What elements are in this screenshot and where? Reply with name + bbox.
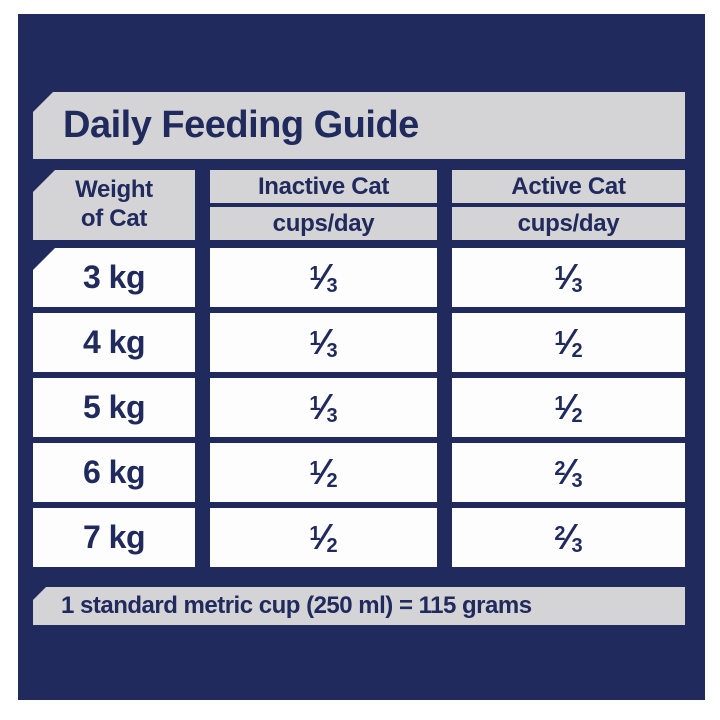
fraction-slash: ⁄: [320, 385, 327, 427]
fraction-numerator: 1: [554, 262, 566, 285]
fraction-denominator: 2: [571, 339, 583, 362]
fraction-slash: ⁄: [565, 320, 572, 362]
inactive-cups-value-5kg: 1⁄3: [210, 378, 437, 437]
fraction: 1⁄2: [554, 320, 583, 362]
fraction: 1⁄3: [309, 320, 338, 362]
title-bar: Daily Feeding Guide: [33, 92, 685, 159]
fraction: 2⁄3: [554, 450, 583, 492]
header-divider: [210, 203, 437, 207]
fraction-slash: ⁄: [320, 255, 327, 297]
fraction-slash: ⁄: [565, 255, 572, 297]
weight-cell-5kg: 5 kg: [33, 378, 195, 437]
feeding-guide-panel: Daily Feeding Guide Weight of Cat Inacti…: [18, 14, 705, 700]
fraction-denominator: 3: [571, 274, 583, 297]
fraction-numerator: 1: [554, 327, 566, 350]
fraction-denominator: 2: [326, 534, 338, 557]
fraction-denominator: 2: [326, 469, 338, 492]
weight-cell-7kg: 7 kg: [33, 508, 195, 567]
fraction: 1⁄2: [554, 385, 583, 427]
header-weight-of-cat: Weight of Cat: [33, 170, 195, 240]
fraction: 2⁄3: [554, 515, 583, 557]
weight-value: 5 kg: [82, 389, 146, 425]
fraction-denominator: 3: [326, 339, 338, 362]
header-inactive-cat: Inactive Cat cups/day: [210, 170, 437, 240]
fraction-slash: ⁄: [320, 515, 327, 557]
table-header-row: Weight of Cat Inactive Cat cups/day Acti…: [33, 170, 685, 240]
fraction-slash: ⁄: [320, 450, 327, 492]
fraction-denominator: 3: [571, 534, 583, 557]
fraction-slash: ⁄: [320, 320, 327, 362]
fraction-numerator: 1: [309, 522, 321, 545]
inactive-cups-value-6kg: 1⁄2: [210, 443, 437, 502]
fraction-numerator: 1: [309, 392, 321, 415]
fraction-slash: ⁄: [565, 515, 572, 557]
active-cups-value-3kg: 1⁄3: [452, 248, 685, 307]
fraction-denominator: 2: [571, 404, 583, 427]
weight-cell-3kg: 3 kg: [33, 248, 195, 307]
fraction: 1⁄2: [309, 450, 338, 492]
weight-header-label: Weight of Cat: [75, 176, 153, 232]
header-active-cat: Active Cat cups/day: [452, 170, 685, 240]
fraction-numerator: 1: [554, 392, 566, 415]
weight-value: 3 kg: [82, 259, 146, 295]
active-cat-label: Active Cat: [511, 172, 626, 200]
weight-cell-6kg: 6 kg: [33, 443, 195, 502]
header-divider: [452, 203, 685, 207]
footnote-bar: 1 standard metric cup (250 ml) = 115 gra…: [33, 587, 685, 625]
fraction-denominator: 3: [571, 469, 583, 492]
fraction-slash: ⁄: [565, 450, 572, 492]
fraction-numerator: 2: [554, 522, 566, 545]
weight-value: 6 kg: [82, 454, 146, 490]
weight-cell-4kg: 4 kg: [33, 313, 195, 372]
fraction-numerator: 1: [309, 327, 321, 350]
fraction: 1⁄3: [554, 255, 583, 297]
fraction-numerator: 1: [309, 457, 321, 480]
active-units-label: cups/day: [517, 209, 620, 237]
footnote-text: 1 standard metric cup (250 ml) = 115 gra…: [61, 592, 532, 619]
inactive-cups-value-4kg: 1⁄3: [210, 313, 437, 372]
fraction: 1⁄2: [309, 515, 338, 557]
active-cups-value-7kg: 2⁄3: [452, 508, 685, 567]
page-title: Daily Feeding Guide: [63, 104, 419, 146]
table-body: 3 kg 1⁄3 1⁄3 4 kg 1⁄3 1⁄2 5 kg 1⁄3 1⁄2: [33, 248, 685, 567]
active-cups-value-6kg: 2⁄3: [452, 443, 685, 502]
fraction-numerator: 2: [554, 457, 566, 480]
fraction-denominator: 3: [326, 404, 338, 427]
fraction-numerator: 1: [309, 262, 321, 285]
weight-value: 7 kg: [82, 519, 146, 555]
inactive-units-label: cups/day: [272, 209, 375, 237]
inactive-cups-value-7kg: 1⁄2: [210, 508, 437, 567]
fraction-denominator: 3: [326, 274, 338, 297]
inactive-cups-value-3kg: 1⁄3: [210, 248, 437, 307]
inactive-cat-label: Inactive Cat: [257, 172, 390, 200]
fraction: 1⁄3: [309, 385, 338, 427]
fraction-slash: ⁄: [565, 385, 572, 427]
active-cups-value-5kg: 1⁄2: [452, 378, 685, 437]
fraction: 1⁄3: [309, 255, 338, 297]
active-cups-value-4kg: 1⁄2: [452, 313, 685, 372]
weight-value: 4 kg: [82, 324, 146, 360]
